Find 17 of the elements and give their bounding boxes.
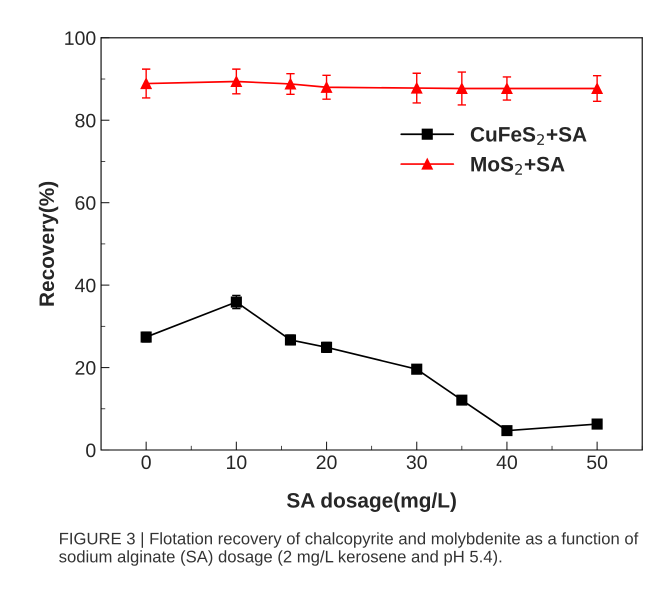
x-tick-label: 20 <box>316 455 337 470</box>
y-tick-label: 20 <box>76 361 96 375</box>
legend-label: CuFeS$_{2}$+SA <box>470 126 587 145</box>
y-tick-label: 80 <box>75 114 96 128</box>
x-axis-title: SA dosage(mg/L) <box>286 492 456 512</box>
legend-label: MoS$_{2}$+SA <box>471 156 565 175</box>
caption: FIGURE 3 | Flotation recovery of chalcopyrite and molybdenite as a function of sodium alginate (SA) dosage (2 mg/L kerosene and pH 5.4). <box>59 532 638 566</box>
x-tick-label: 10 <box>227 455 246 470</box>
x-tick-label: 0 <box>142 455 151 470</box>
y-tick-label: 0 <box>86 443 96 458</box>
x-tick-label: 50 <box>587 455 608 470</box>
y-tick-label: 40 <box>75 278 96 292</box>
y-tick-label: 60 <box>76 196 96 210</box>
y-axis-title: Recovery(%) <box>38 182 58 306</box>
x-tick-label: 30 <box>406 455 427 470</box>
x-tick-label: 40 <box>496 455 517 470</box>
y-tick-label: 100 <box>65 31 96 46</box>
